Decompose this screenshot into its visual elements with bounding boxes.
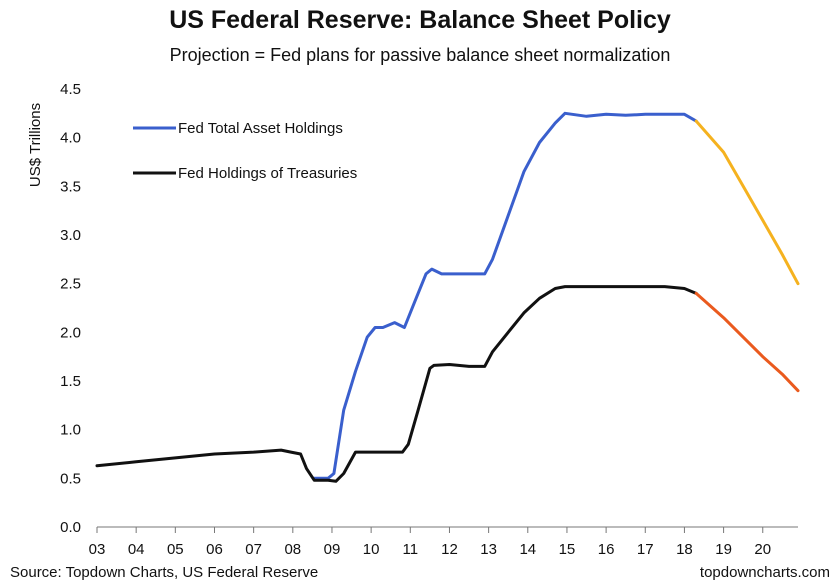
y-tick-label: 3.0 <box>60 227 81 244</box>
x-tick-label: 20 <box>754 541 771 558</box>
x-tick-label: 18 <box>676 541 693 558</box>
x-tick-label: 19 <box>715 541 732 558</box>
x-tick-label: 17 <box>637 541 654 558</box>
x-tick-label: 04 <box>128 541 145 558</box>
y-axis-label: US$ Trillions <box>27 103 44 187</box>
x-tick-label: 06 <box>206 541 223 558</box>
legend-label: Fed Total Asset Holdings <box>178 120 343 137</box>
series-line-3 <box>694 291 800 393</box>
y-tick-label: 0.5 <box>60 470 81 487</box>
x-tick-label: 11 <box>403 541 419 558</box>
x-tick-label: 03 <box>89 541 106 558</box>
x-tick-label: 16 <box>598 541 615 558</box>
y-tick-label: 0.0 <box>60 519 81 536</box>
series-line-2 <box>95 285 698 483</box>
y-tick-label: 1.0 <box>60 422 81 439</box>
x-tick-label: 15 <box>559 541 576 558</box>
y-tick-label: 2.5 <box>60 276 81 293</box>
x-tick-label: 07 <box>245 541 262 558</box>
x-tick-label: 09 <box>324 541 341 558</box>
source-note: Source: Topdown Charts, US Federal Reser… <box>10 564 319 581</box>
chart-subtitle: Projection = Fed plans for passive balan… <box>169 45 671 65</box>
x-tick-label: 10 <box>363 541 380 558</box>
x-tick-label: 12 <box>441 541 458 558</box>
x-tick-label: 13 <box>480 541 497 558</box>
series-line-0 <box>312 111 698 480</box>
y-tick-label: 3.5 <box>60 178 81 195</box>
series-line-1 <box>694 119 800 286</box>
y-tick-label: 4.5 <box>60 81 81 98</box>
y-tick-label: 4.0 <box>60 130 81 147</box>
legend-label: Fed Holdings of Treasuries <box>178 165 357 182</box>
x-tick-label: 05 <box>167 541 184 558</box>
brand-watermark: topdowncharts.com <box>699 564 830 581</box>
x-tick-label: 14 <box>519 541 536 558</box>
chart-title: US Federal Reserve: Balance Sheet Policy <box>169 6 671 34</box>
y-tick-label: 1.5 <box>60 373 81 390</box>
y-tick-label: 2.0 <box>60 324 81 341</box>
x-tick-label: 08 <box>284 541 301 558</box>
